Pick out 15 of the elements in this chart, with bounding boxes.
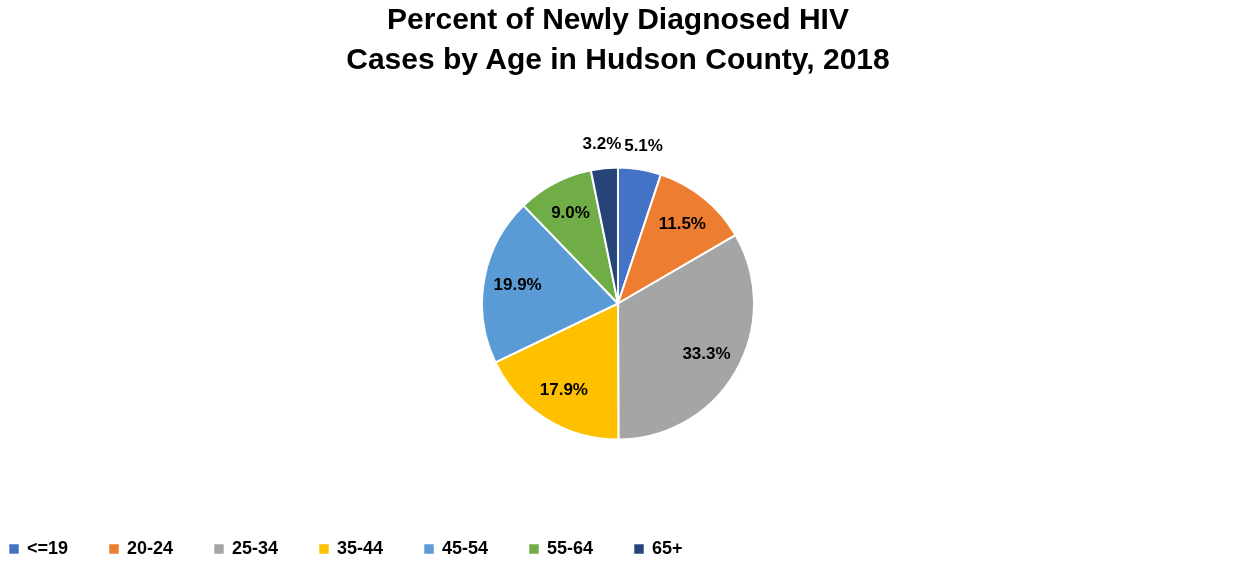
legend-label: 35-44 [337, 538, 384, 558]
legend-label: 55-64 [547, 538, 594, 558]
legend-label: 20-24 [127, 538, 174, 558]
legend-label: 45-54 [442, 538, 489, 558]
legend-label: 65+ [652, 538, 683, 558]
data-label: 17.9% [539, 379, 588, 399]
data-label: 3.2% [582, 134, 622, 154]
legend-label: <=19 [27, 538, 69, 558]
legend-label: 25-34 [232, 538, 279, 558]
data-label: 11.5% [658, 214, 706, 234]
data-label: 33.3% [682, 344, 731, 364]
data-label: 19.9% [493, 275, 542, 295]
data-label: 5.1% [624, 135, 663, 155]
data-label: 9.0% [551, 203, 590, 223]
chart-title: Percent of Newly Diagnosed HIV Cases by Age in Hudson County, 2018 [346, 2, 890, 75]
